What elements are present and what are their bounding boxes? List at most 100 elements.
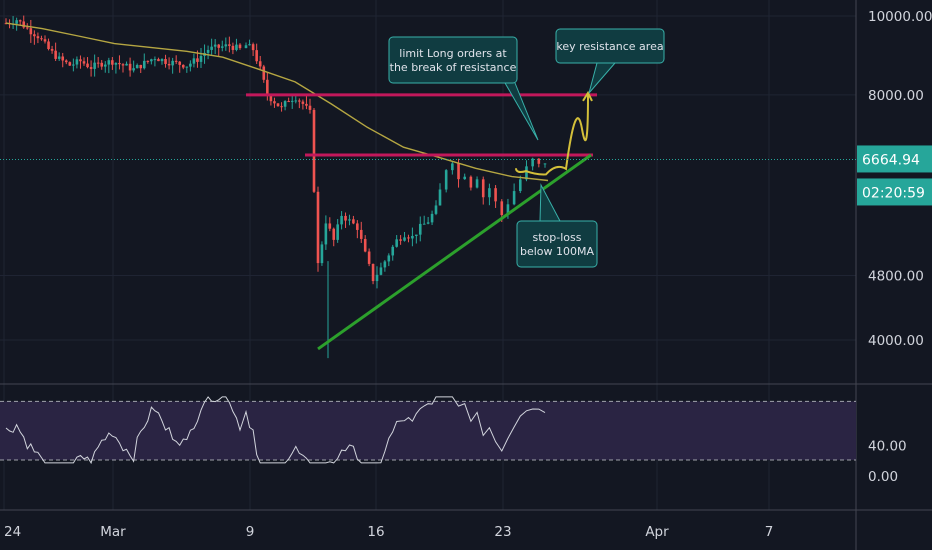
candle-body [426, 222, 430, 224]
candle-body [217, 44, 221, 48]
candle-body [244, 45, 248, 49]
candle-body [262, 66, 266, 80]
candle-body [89, 67, 93, 69]
candle-body [255, 50, 258, 62]
candle-body [93, 62, 96, 69]
candle-body [438, 189, 442, 206]
candle-body [86, 63, 89, 68]
candle-body [375, 274, 379, 282]
time-axis-tick-label: 9 [246, 524, 255, 540]
time-axis-tick-label: 24 [4, 524, 21, 540]
candle-body [189, 63, 192, 67]
candle-body [444, 170, 448, 190]
candle-body [359, 229, 363, 239]
candle-body [40, 38, 43, 40]
candle-body [469, 176, 473, 188]
candle-body [231, 45, 235, 50]
callout-box [516, 220, 598, 268]
price-axis-tick-label: 8000.00 [868, 88, 924, 104]
candle-body [294, 100, 298, 102]
candle-body [518, 179, 522, 192]
candle-body [383, 261, 387, 268]
candle-body [399, 239, 402, 241]
countdown-badge [857, 178, 932, 206]
candle-body [139, 64, 143, 69]
candle-body [25, 27, 29, 29]
candle-body [500, 201, 504, 216]
candle-body [308, 105, 312, 110]
candle-body [371, 263, 375, 282]
projection-curve [515, 94, 589, 176]
candle-body [111, 60, 114, 65]
candle-body [305, 103, 308, 106]
time-axis-tick-label: 23 [494, 524, 511, 540]
candle-body [457, 163, 460, 180]
candle-body [18, 20, 22, 22]
candle-body [301, 101, 305, 104]
candle-body [512, 191, 516, 205]
candle-body [403, 237, 406, 241]
candle-body [387, 255, 391, 262]
rsi-axis-tick-label: 40.00 [868, 438, 907, 454]
candle-body [415, 234, 418, 236]
moving-average-line [5, 22, 549, 182]
candle-body [128, 63, 132, 71]
callout-box [555, 28, 665, 64]
candle-body [118, 62, 121, 65]
candle-body [463, 176, 467, 180]
price-axis-tick-label: 4800.00 [868, 269, 924, 285]
candle-body [171, 60, 174, 66]
candle-body [348, 219, 351, 221]
candle-body [324, 223, 328, 245]
candle-body [114, 62, 118, 65]
candle-body [248, 44, 251, 46]
candle-body [72, 64, 75, 66]
candle-body [336, 224, 339, 240]
candle-body [352, 219, 355, 224]
candle-body [411, 235, 414, 239]
candle-body [280, 106, 283, 108]
candle-body [475, 179, 479, 188]
callout-pointer [588, 62, 616, 94]
candle-body [167, 63, 171, 66]
candle-body [79, 59, 82, 62]
candle-body [531, 158, 534, 167]
candle-body [235, 44, 238, 50]
candle-body [451, 163, 454, 171]
callout-key-resistance[interactable]: key resistance area [555, 28, 665, 94]
candle-body [33, 34, 36, 37]
candle-body [22, 21, 26, 28]
candle-body [379, 267, 383, 275]
rsi-axis-tick-label: 0.00 [868, 469, 898, 485]
rsi-band-fill [0, 401, 856, 460]
candle-body [273, 101, 276, 104]
callout-label: limit Long orders at [399, 47, 507, 60]
candle-body [220, 46, 224, 48]
candle-body [57, 56, 61, 59]
candle-body [192, 58, 196, 64]
time-axis-tick-label: 7 [765, 524, 774, 540]
candle-body [340, 215, 343, 225]
candle-body [150, 59, 153, 62]
candle-body [132, 68, 135, 71]
candle-body [213, 44, 217, 47]
callout-pointer [539, 183, 561, 222]
callout-pointer [504, 82, 539, 141]
callout-label: key resistance area [556, 40, 663, 53]
time-axis-tick-label: 16 [367, 524, 384, 540]
candle-body [298, 100, 301, 102]
candle-body [422, 223, 426, 225]
time-axis-tick-label: Apr [645, 524, 669, 540]
candle-body [153, 59, 157, 61]
candle-body [196, 58, 199, 62]
candle-body [266, 79, 269, 96]
candle-body [494, 188, 497, 202]
candle-body [312, 109, 316, 192]
candle-body [328, 223, 332, 229]
candle-body [103, 64, 107, 67]
candle-body [269, 95, 273, 102]
candle-body [506, 204, 510, 216]
